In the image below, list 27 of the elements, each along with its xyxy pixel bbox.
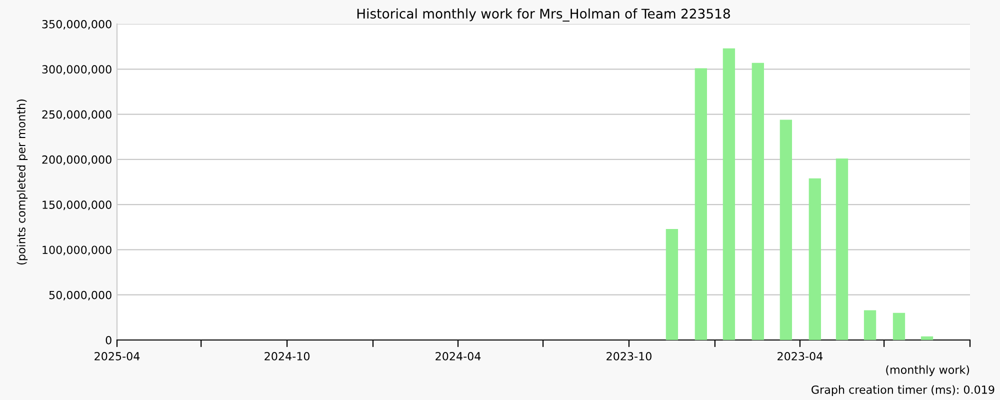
bar [752, 62, 764, 340]
y-tick-label: 200,000,000 [42, 155, 112, 165]
x-tick-label: 2024-04 [436, 352, 481, 360]
bar [666, 228, 678, 340]
x-tick-label: 2025-04 [94, 352, 140, 360]
bar [722, 48, 736, 340]
x-tick-label: 2023-10 [606, 352, 652, 360]
text: Graph creation timer (ms): 0.019 [812, 385, 994, 396]
y-tick-label: 350,000,000 [42, 20, 112, 30]
x-tick-label: 2023-04 [778, 352, 823, 360]
x-tick-label: 2024-10 [264, 352, 310, 360]
x-axis-title: (monthly work) [886, 365, 970, 376]
y-axis-title: (points completed per month) [16, 100, 28, 264]
y-tick-label: 250,000,000 [42, 110, 112, 120]
bar [694, 68, 707, 340]
bar [920, 336, 934, 340]
y-tick-label: 0 [106, 336, 112, 344]
bar [808, 178, 821, 340]
y-tick-label: 150,000,000 [42, 200, 112, 210]
bar [864, 310, 876, 340]
y-tick-label: 50,000,000 [49, 290, 112, 300]
bar [836, 158, 848, 340]
chart-title: Historical monthly work for Mrs_Holman of Team 223518 [357, 8, 730, 22]
y-tick-label: 300,000,000 [42, 65, 112, 75]
bar [892, 312, 906, 340]
bar [780, 120, 792, 340]
y-tick-label: 100,000,000 [42, 246, 112, 256]
